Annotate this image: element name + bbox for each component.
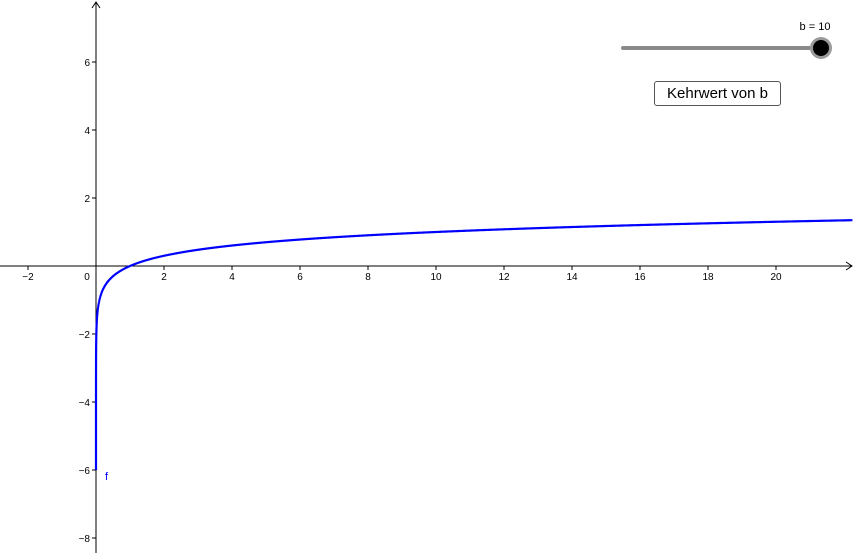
slider-thumb[interactable] <box>813 40 829 56</box>
x-tick-label: 4 <box>229 272 235 283</box>
x-tick-label: 16 <box>634 272 646 283</box>
x-tick-label: 12 <box>498 272 510 283</box>
y-tick-label: 6 <box>84 58 90 69</box>
x-tick-label: 6 <box>297 272 303 283</box>
y-tick-label: 2 <box>84 194 90 205</box>
y-tick-label: −2 <box>79 330 91 341</box>
y-axis-ticks: −8 −6 −4 −2 2 4 6 <box>79 58 96 545</box>
slider-b-label: b = 10 <box>799 21 831 33</box>
x-tick-label: 8 <box>365 272 371 283</box>
x-tick-label: 2 <box>161 272 167 283</box>
y-tick-label: −8 <box>79 534 91 545</box>
x-tick-label: 18 <box>702 272 714 283</box>
function-graph-f[interactable] <box>94 219 853 470</box>
y-axis-arrow <box>91 1 101 9</box>
function-label-f[interactable]: f <box>105 471 109 483</box>
x-tick-label: 0 <box>84 272 90 283</box>
slider-b[interactable] <box>617 38 831 58</box>
x-axis-arrow <box>845 261 853 271</box>
reciprocal-of-b-button[interactable]: Kehrwert von b <box>654 81 781 106</box>
y-tick-label: −6 <box>79 466 91 477</box>
x-tick-label: 20 <box>770 272 782 283</box>
y-tick-label: 4 <box>84 126 90 137</box>
x-tick-label: 14 <box>566 272 578 283</box>
x-tick-label: −2 <box>22 272 34 283</box>
x-axis-ticks: −2 0 2 4 6 8 10 12 14 16 18 20 <box>22 266 782 283</box>
slider-track[interactable] <box>621 46 821 50</box>
x-tick-label: 10 <box>430 272 442 283</box>
y-tick-label: −4 <box>79 398 91 409</box>
